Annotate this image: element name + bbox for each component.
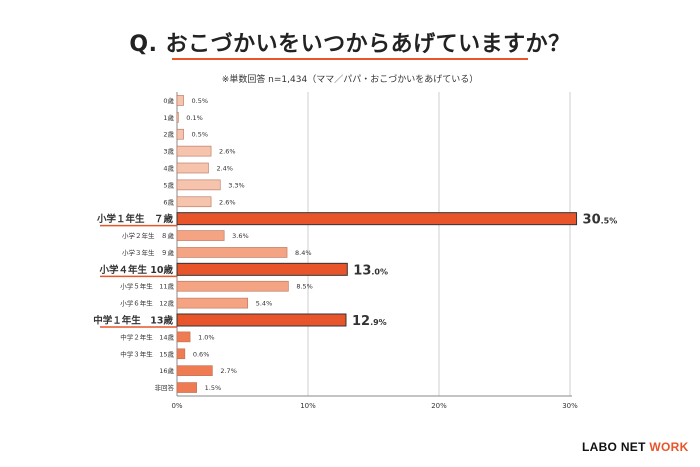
bar [176,297,249,309]
bar [176,179,221,191]
category-label: 16歳 [159,366,174,375]
value-label: 2.6% [219,198,236,206]
category-label: 中学３年生 15歳 [120,349,174,358]
value-label: 8.4% [295,249,312,257]
brand-logo: LABO NET WORK [582,440,689,454]
chart-title: Q. おこづかいをいつからあげていますか？ [129,32,571,57]
bar [176,230,225,241]
title-underline [172,58,528,60]
value-label: 5.4% [256,300,273,308]
logo-text-accent: WORK [649,440,689,454]
value-label: 2.7% [220,367,237,375]
category-label: 6歳 [163,197,174,206]
bar [176,348,186,360]
category-label: 小学４年生 10歳 [98,264,173,276]
category-label: 小学６年生 12歳 [120,299,174,308]
bar [176,145,212,157]
value-label: 12.9% [352,314,387,329]
category-label: 非回答 [155,383,175,392]
value-label: 1.0% [198,333,215,341]
chart-subtitle: ※単数回答 n=1,434（ママ／パパ・おこづかいをあげている） [221,75,479,85]
value-label: 30.5% [583,213,618,228]
value-label: 1.5% [205,384,222,392]
value-label: 0.5% [192,97,209,105]
category-label: 2歳 [163,130,174,139]
bar [176,331,191,343]
value-label: 2.6% [219,148,236,156]
bar [176,382,197,393]
bar [176,365,213,376]
bar [176,196,212,208]
x-tick-label: 10% [300,402,316,410]
bar [176,247,288,258]
x-tick-label: 20% [431,402,447,410]
value-label: 0.1% [186,114,203,122]
value-label: 0.6% [193,350,210,358]
bar [176,212,578,226]
logo-text: LABO NET [582,440,650,454]
bar [176,162,209,174]
value-label: 0.5% [192,131,209,139]
category-label: 小学５年生 11歳 [120,282,174,291]
category-label: 3歳 [163,147,174,156]
category-label: 1歳 [163,113,174,122]
category-label: 中学１年生 13歳 [93,315,173,327]
value-label: 3.6% [232,232,249,240]
value-label: 8.5% [296,283,313,291]
bar [176,128,184,140]
bar [176,280,289,292]
category-label: 小学２年生 ８歳 [122,231,175,240]
value-label: 3.3% [228,181,245,189]
category-label: 0歳 [163,96,174,105]
bar [176,112,179,123]
category-label: 小学１年生 ７歳 [96,213,174,225]
category-label: 5歳 [163,180,174,189]
bar [176,95,184,106]
x-tick-label: 0% [171,402,182,410]
bar [176,313,347,327]
bar [176,262,348,276]
category-label: 中学２年生 14歳 [120,332,174,341]
value-label: 13.0% [353,263,388,278]
category-label: 4歳 [163,164,174,173]
value-label: 2.4% [216,165,233,173]
category-label: 小学３年生 ９歳 [122,248,175,257]
x-tick-label: 30% [562,402,578,410]
